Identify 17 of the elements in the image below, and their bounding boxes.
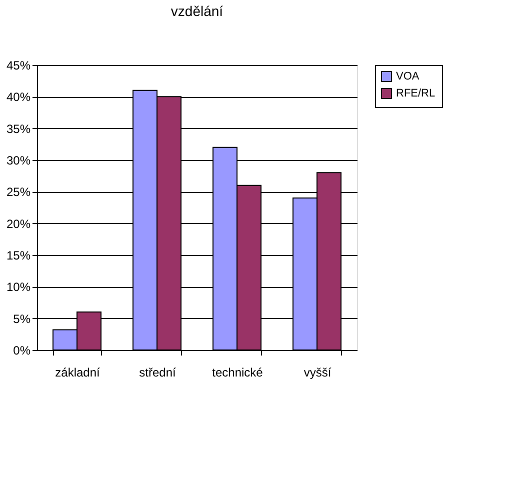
y-tick-label: 10% xyxy=(6,280,31,294)
legend-label: VOA xyxy=(396,70,420,82)
y-tick-label: 40% xyxy=(6,90,31,104)
y-tick-label: 15% xyxy=(6,248,31,262)
y-tick-label: 5% xyxy=(13,312,31,326)
chart-title: vzdělání xyxy=(170,3,224,19)
y-tick-label: 25% xyxy=(6,185,31,200)
y-tick-label: 45% xyxy=(6,58,31,72)
x-tick-label: technické xyxy=(212,366,264,380)
legend-label: RFE/RL xyxy=(396,88,436,100)
x-tick-label: vyšší xyxy=(304,366,332,380)
y-tick-label: 0% xyxy=(13,344,31,358)
x-tick-label: základní xyxy=(55,366,101,380)
y-tick-label: 20% xyxy=(6,216,31,231)
y-tick-label: 30% xyxy=(6,154,31,168)
y-tick-label: 35% xyxy=(6,122,31,136)
x-tick-label: střední xyxy=(139,366,177,380)
